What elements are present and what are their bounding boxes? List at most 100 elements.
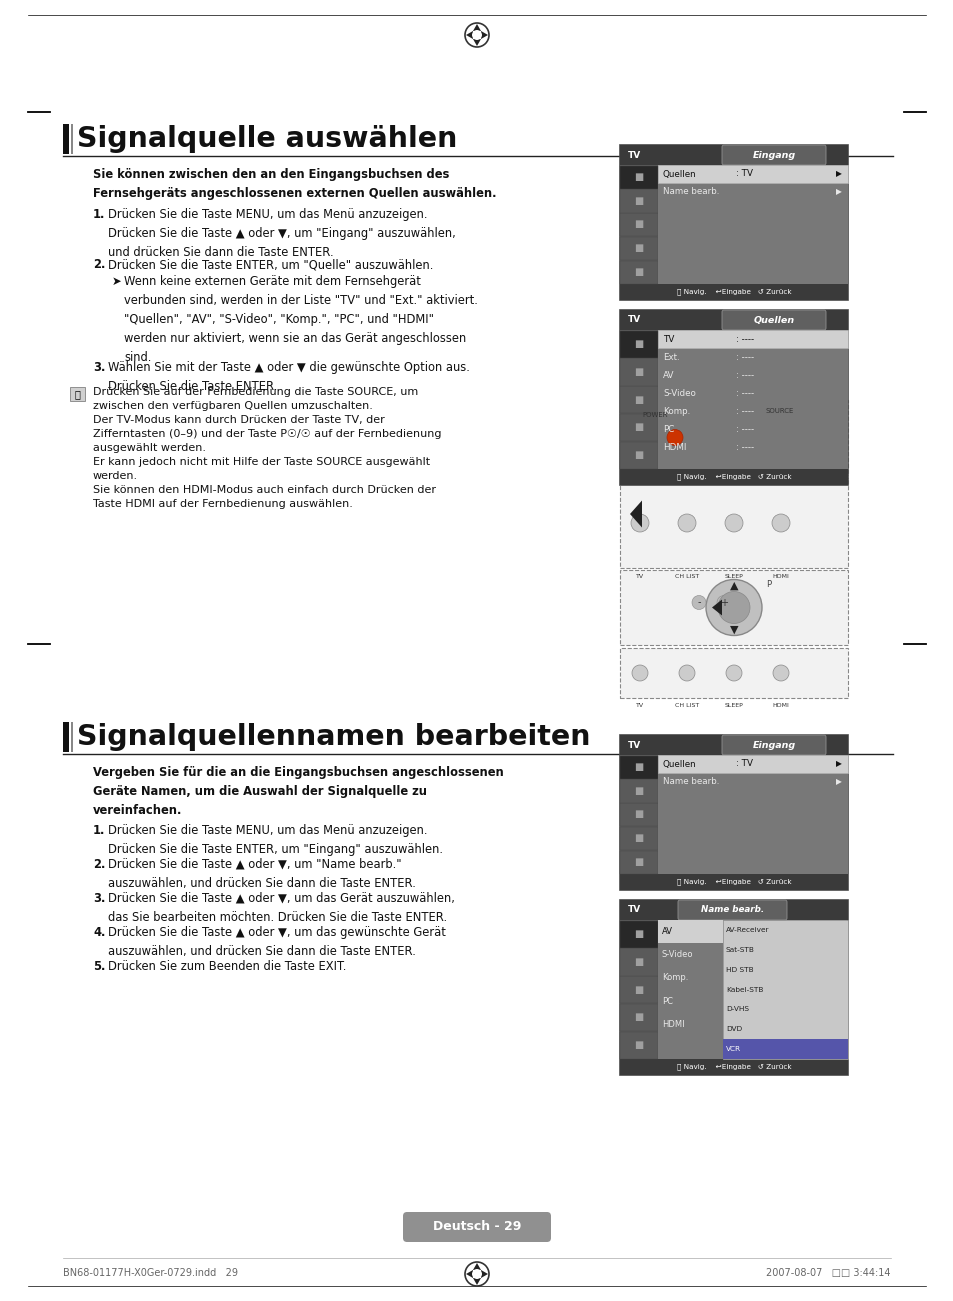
Text: HD STB: HD STB <box>725 967 753 973</box>
Text: ▶: ▶ <box>835 778 841 787</box>
Text: Drücken Sie die Taste ▲ oder ▼, um das Gerät auszuwählen,
das Sie bearbeiten möc: Drücken Sie die Taste ▲ oder ▼, um das G… <box>108 892 455 924</box>
Bar <box>619 648 847 699</box>
Text: HDMI: HDMI <box>661 1020 684 1029</box>
Text: TV: TV <box>627 740 640 749</box>
Polygon shape <box>465 31 473 39</box>
Text: 📋: 📋 <box>74 389 80 399</box>
Text: ■: ■ <box>634 929 643 939</box>
Text: ■: ■ <box>634 394 643 405</box>
Text: ▶: ▶ <box>835 760 841 769</box>
Circle shape <box>771 514 789 532</box>
Bar <box>619 144 847 165</box>
Bar <box>619 948 658 976</box>
Bar <box>70 386 85 401</box>
Text: Wählen Sie mit der Taste ▲ oder ▼ die gewünschte Option aus.
Drücken Sie die Tas: Wählen Sie mit der Taste ▲ oder ▼ die ge… <box>108 360 470 393</box>
Text: +: + <box>720 597 727 608</box>
Bar <box>619 477 847 569</box>
Text: ■: ■ <box>634 762 643 771</box>
Text: 2007-08-07   □□ 3:44:14: 2007-08-07 □□ 3:44:14 <box>765 1268 890 1278</box>
Bar <box>619 399 847 475</box>
Text: ■: ■ <box>634 450 643 461</box>
Bar <box>619 827 658 850</box>
Bar <box>658 330 847 347</box>
Text: ➤: ➤ <box>112 275 121 288</box>
Polygon shape <box>465 1270 473 1278</box>
Text: Drücken Sie die Taste ENTER, um "Quelle" auszuwählen.: Drücken Sie die Taste ENTER, um "Quelle"… <box>108 258 433 271</box>
Circle shape <box>724 514 742 532</box>
Text: Komp.: Komp. <box>661 973 688 982</box>
Text: CH LIST: CH LIST <box>674 703 699 708</box>
Circle shape <box>705 579 761 635</box>
Text: : ----: : ---- <box>735 334 753 343</box>
Polygon shape <box>473 1263 480 1270</box>
Bar <box>619 803 658 826</box>
Text: : ----: : ---- <box>735 353 753 362</box>
Polygon shape <box>473 1278 480 1285</box>
Bar <box>619 144 847 301</box>
Bar <box>619 735 847 890</box>
Bar <box>63 722 69 752</box>
Text: ■: ■ <box>634 1039 643 1050</box>
Bar <box>658 165 847 284</box>
Bar <box>619 570 847 645</box>
Bar <box>619 755 658 874</box>
Text: ⬥ Navig.    ↩Eingabe   ↺ Zurück: ⬥ Navig. ↩Eingabe ↺ Zurück <box>676 474 790 480</box>
Bar <box>619 165 658 189</box>
Bar <box>71 124 73 154</box>
Bar <box>619 756 658 779</box>
Text: Quellen: Quellen <box>662 760 696 769</box>
Circle shape <box>472 30 481 40</box>
Text: Eingang: Eingang <box>752 740 795 749</box>
Circle shape <box>666 429 682 445</box>
Text: Name bearb.: Name bearb. <box>662 187 719 196</box>
Polygon shape <box>480 1270 488 1278</box>
Text: Vergeben Sie für die an die Eingangsbuchsen angeschlossenen
Geräte Namen, um die: Vergeben Sie für die an die Eingangsbuch… <box>92 766 503 817</box>
Text: ■: ■ <box>634 956 643 967</box>
Bar <box>658 755 847 773</box>
Text: -: - <box>697 597 700 608</box>
Text: S-Video: S-Video <box>662 389 695 398</box>
Bar <box>619 330 658 468</box>
Bar <box>619 1032 658 1059</box>
Text: Deutsch - 29: Deutsch - 29 <box>433 1220 520 1233</box>
FancyBboxPatch shape <box>721 310 825 330</box>
Circle shape <box>631 665 647 680</box>
Text: ■: ■ <box>634 985 643 994</box>
Bar <box>619 358 658 385</box>
Text: Name bearb.: Name bearb. <box>662 778 719 787</box>
Bar <box>619 310 847 485</box>
Text: Quellen: Quellen <box>662 169 696 178</box>
Circle shape <box>630 514 648 532</box>
Text: D-VHS: D-VHS <box>725 1007 748 1012</box>
Bar <box>619 779 658 803</box>
Bar <box>619 874 847 890</box>
Bar <box>619 414 658 441</box>
Circle shape <box>679 665 695 680</box>
Text: 5.: 5. <box>92 960 105 973</box>
Text: CH LIST: CH LIST <box>674 574 699 579</box>
Text: HDMI: HDMI <box>772 574 789 579</box>
Circle shape <box>678 514 696 532</box>
Text: Zifferntasten (0–9) und der Taste P☉/☉ auf der Fernbedienung: Zifferntasten (0–9) und der Taste P☉/☉ a… <box>92 429 441 438</box>
Text: : ----: : ---- <box>735 406 753 415</box>
Text: : TV: : TV <box>735 169 752 178</box>
Bar <box>619 260 658 284</box>
Text: ▶: ▶ <box>835 169 841 178</box>
Text: ⬥ Navig.    ↩Eingabe   ↺ Zurück: ⬥ Navig. ↩Eingabe ↺ Zurück <box>676 289 790 295</box>
Bar <box>658 920 722 1059</box>
Text: : ----: : ---- <box>735 389 753 398</box>
Bar <box>619 920 658 1059</box>
Text: Quellen: Quellen <box>753 316 794 324</box>
Text: TV: TV <box>636 574 643 579</box>
Text: : TV: : TV <box>735 760 752 769</box>
Text: Sie können zwischen den an den Eingangsbuchsen des
Fernsehgeräts angeschlossenen: Sie können zwischen den an den Eingangsb… <box>92 168 496 200</box>
Polygon shape <box>629 501 641 527</box>
Text: HDMI: HDMI <box>772 703 789 708</box>
Text: AV-Receiver: AV-Receiver <box>725 926 769 933</box>
Circle shape <box>662 425 686 450</box>
Text: ■: ■ <box>634 834 643 843</box>
Text: TV: TV <box>627 905 640 915</box>
Text: TV: TV <box>636 703 643 708</box>
Text: ausgewählt werden.: ausgewählt werden. <box>92 444 206 453</box>
Text: P: P <box>765 580 771 589</box>
